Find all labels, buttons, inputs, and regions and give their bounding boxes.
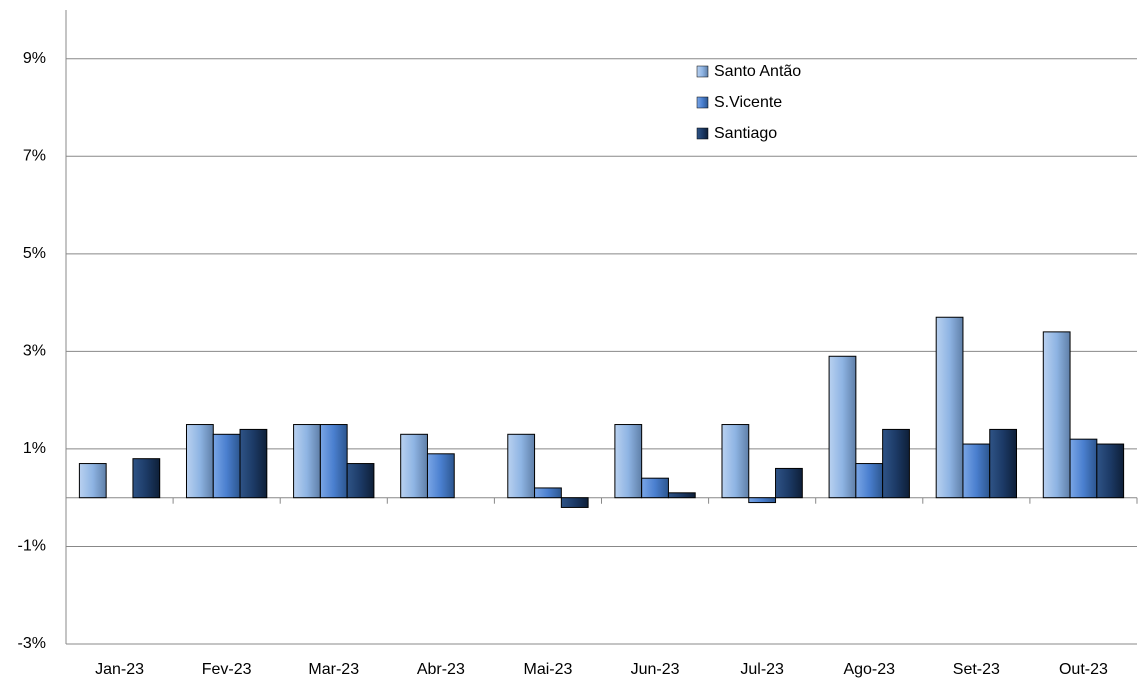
y-tick-label: 3% — [23, 343, 46, 360]
legend-label: Santo Antão — [714, 63, 801, 80]
x-tick-label: Jul-23 — [740, 661, 784, 678]
bar — [989, 428, 1018, 499]
legend-swatch — [696, 65, 709, 78]
bar — [1096, 443, 1125, 499]
bar — [534, 487, 562, 499]
bar — [132, 458, 161, 499]
x-tick-label: Mai-23 — [523, 661, 572, 678]
bar — [641, 477, 669, 499]
bar — [882, 428, 910, 499]
bar — [400, 433, 428, 499]
x-tick-label: Jan-23 — [95, 661, 144, 678]
x-tick-label: Ago-23 — [843, 661, 895, 678]
y-tick-label: 5% — [23, 245, 46, 262]
y-tick-label: 1% — [23, 440, 46, 457]
legend-swatch — [696, 96, 709, 109]
x-tick-label: Jun-23 — [631, 661, 680, 678]
bar — [828, 355, 857, 499]
bar — [667, 492, 696, 499]
bar — [1042, 331, 1071, 499]
bar — [212, 433, 241, 499]
bar — [775, 467, 803, 499]
bar — [935, 316, 964, 499]
bar — [560, 497, 589, 508]
bar — [1069, 438, 1098, 499]
x-tick-label: Set-23 — [953, 661, 1000, 678]
bar — [962, 443, 991, 499]
x-tick-label: Out-23 — [1059, 661, 1108, 678]
y-tick-label: -3% — [18, 635, 46, 652]
bar — [293, 424, 321, 499]
bar — [855, 463, 884, 499]
bar — [346, 463, 375, 499]
legend-swatch — [696, 127, 709, 140]
bar — [185, 424, 214, 499]
bar — [721, 424, 750, 499]
x-tick-label: Fev-23 — [202, 661, 252, 678]
y-tick-label: -1% — [18, 538, 46, 555]
bar — [507, 433, 536, 499]
x-tick-label: Abr-23 — [417, 661, 465, 678]
x-tick-label: Mar-23 — [308, 661, 359, 678]
y-tick-label: 7% — [23, 148, 46, 165]
bar — [614, 424, 643, 499]
legend-label: S.Vicente — [714, 94, 782, 111]
legend-label: Santiago — [714, 125, 777, 142]
bar — [748, 497, 777, 504]
bar — [426, 453, 455, 499]
bar — [78, 463, 107, 499]
bar — [319, 424, 348, 499]
bar — [239, 428, 268, 499]
y-tick-label: 9% — [23, 50, 46, 67]
